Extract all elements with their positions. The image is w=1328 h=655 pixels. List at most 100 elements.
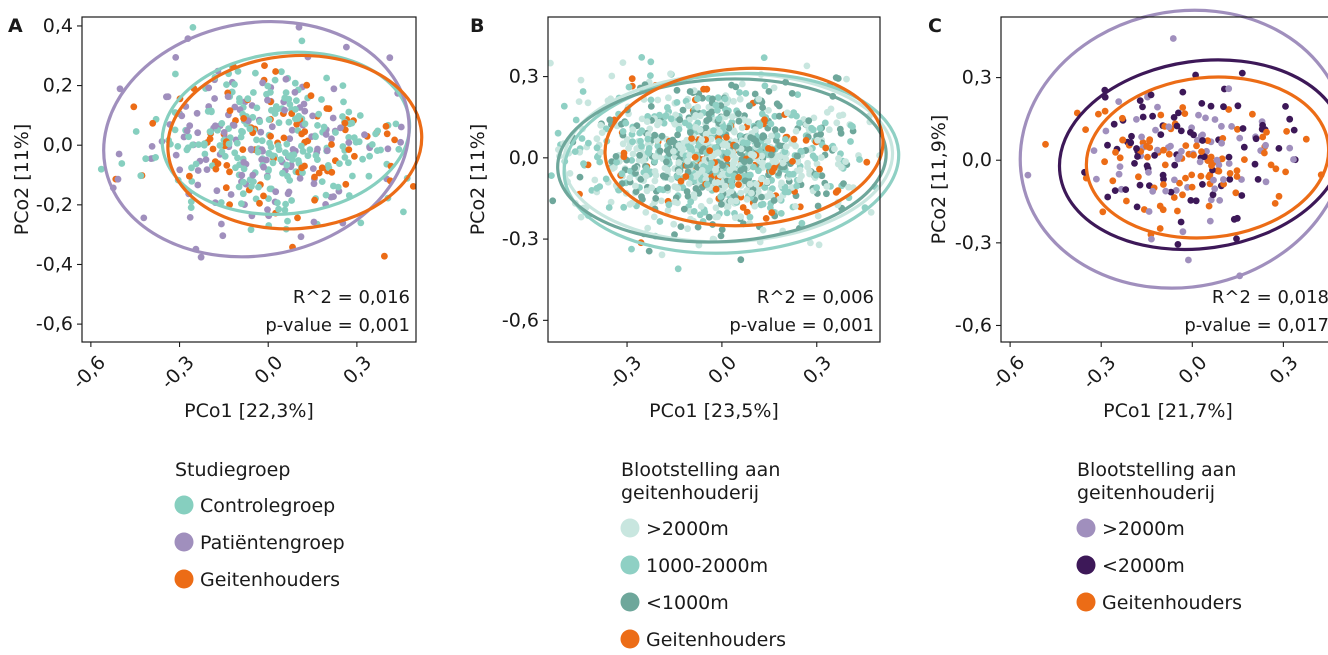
data-point-pati-ntengroep <box>386 54 394 62</box>
data-point--2000m <box>1286 144 1294 152</box>
data-point--2000m <box>496 132 503 139</box>
data-point-geitenhouders <box>1116 154 1124 162</box>
data-point--2000m <box>629 150 637 158</box>
data-point-controlegroep <box>183 146 191 154</box>
legend-label: 1000-2000m <box>646 555 768 577</box>
data-point-geitenhouders <box>832 188 840 196</box>
data-point--2000m <box>779 159 787 167</box>
data-point-1000-2000m <box>723 209 731 217</box>
data-point-controlegroep <box>252 69 259 77</box>
data-point-1000-2000m <box>690 208 698 215</box>
data-point-geitenhouders <box>1182 142 1190 150</box>
y-tick-label: -0,4 <box>36 253 73 275</box>
data-point--2000m <box>644 224 652 232</box>
data-point-1000-2000m <box>708 159 715 167</box>
data-point--1000m <box>717 232 725 240</box>
data-point-1000-2000m <box>647 72 654 79</box>
data-point--1000m <box>658 132 666 140</box>
data-point--2000m <box>838 163 845 171</box>
data-point-1000-2000m <box>798 219 806 227</box>
data-point--1000m <box>718 200 725 208</box>
data-point-controlegroep <box>255 183 262 191</box>
data-point-controlegroep <box>269 159 277 167</box>
data-point--2000m <box>1102 127 1110 135</box>
data-point--2000m <box>640 157 647 165</box>
data-point-geitenhouders <box>272 68 279 75</box>
legend-key <box>620 592 640 612</box>
data-point--2000m <box>642 209 650 216</box>
legend-label: Patiëntengroep <box>200 532 345 554</box>
data-point-controlegroep <box>284 172 291 180</box>
data-point-geitenhouders <box>1119 114 1126 122</box>
data-point--2000m <box>1024 171 1032 179</box>
data-point--2000m <box>575 98 583 105</box>
data-point-controlegroep <box>366 152 373 160</box>
data-point--2000m <box>1175 109 1182 117</box>
data-point-controlegroep <box>265 116 273 123</box>
data-point--2000m <box>714 179 722 186</box>
data-point-1000-2000m <box>813 184 820 192</box>
data-point--2000m <box>831 145 838 153</box>
data-point-1000-2000m <box>636 129 644 137</box>
data-point-1000-2000m <box>628 245 635 253</box>
data-point-pati-ntengroep <box>314 145 321 153</box>
data-point-geitenhouders <box>226 107 234 115</box>
data-point-pati-ntengroep <box>435 173 442 180</box>
data-point-controlegroep <box>395 145 403 153</box>
data-point--2000m <box>724 203 732 211</box>
data-point-1000-2000m <box>560 102 568 110</box>
legend-title: Blootstelling aan <box>1077 459 1236 481</box>
data-point-geitenhouders <box>1188 171 1196 179</box>
data-point--1000m <box>889 204 896 211</box>
data-point--1000m <box>639 196 646 203</box>
legend-key <box>1076 555 1096 575</box>
data-point--2000m <box>759 226 767 234</box>
data-point-geitenhouders <box>1099 208 1107 216</box>
panel-a: A 0,4 0,2 0,0 -0,2 -0,4 -0,6 -0,6 -0,3 0,0 0,3 PCo1… <box>8 15 442 591</box>
data-point-pati-ntengroep <box>345 139 353 147</box>
data-point--2000m <box>698 136 705 144</box>
data-point-geitenhouders <box>1119 136 1126 144</box>
data-point-pati-ntengroep <box>263 156 270 164</box>
data-point-controlegroep <box>275 119 283 127</box>
data-point-geitenhouders <box>1198 148 1205 156</box>
data-point-geitenhouders <box>226 201 234 209</box>
data-point-controlegroep <box>298 142 305 150</box>
data-point-1000-2000m <box>777 210 785 217</box>
data-point-1000-2000m <box>714 94 722 101</box>
data-point--2000m <box>807 239 814 247</box>
data-point-pati-ntengroep <box>193 109 201 117</box>
data-point--2000m <box>813 160 821 168</box>
data-point-geitenhouders <box>1042 140 1049 148</box>
data-point-pati-ntengroep <box>163 93 170 101</box>
data-point-geitenhouders <box>863 158 871 166</box>
data-point--2000m <box>1206 217 1214 225</box>
data-point-1000-2000m <box>605 204 613 211</box>
data-point-1000-2000m <box>793 182 801 190</box>
legend-label: Controlegroep <box>200 495 335 517</box>
data-point-geitenhouders <box>677 177 685 185</box>
data-point-geitenhouders <box>212 165 220 173</box>
data-point--2000m <box>1187 129 1194 136</box>
data-point-1000-2000m <box>812 171 820 179</box>
data-point-geitenhouders <box>328 168 336 176</box>
data-point-controlegroep <box>306 146 314 154</box>
points-layer <box>1024 35 1325 280</box>
data-point-1000-2000m <box>644 135 652 143</box>
data-point-pati-ntengroep <box>432 125 439 132</box>
data-point-pati-ntengroep <box>257 128 265 136</box>
data-point--1000m <box>660 172 668 180</box>
data-point-geitenhouders <box>1208 162 1215 170</box>
data-point-pati-ntengroep <box>343 43 350 51</box>
data-point--2000m <box>593 135 601 143</box>
data-point-controlegroep <box>234 154 241 162</box>
data-point-pati-ntengroep <box>205 84 213 92</box>
legend-key <box>174 495 194 515</box>
data-point--2000m <box>1115 170 1123 178</box>
data-point-geitenhouders <box>341 119 349 127</box>
data-point-pati-ntengroep <box>249 171 257 179</box>
data-point-geitenhouders <box>735 181 742 189</box>
data-point-controlegroep <box>279 169 286 177</box>
data-point--2000m <box>1199 137 1206 144</box>
data-point-controlegroep <box>299 147 307 155</box>
